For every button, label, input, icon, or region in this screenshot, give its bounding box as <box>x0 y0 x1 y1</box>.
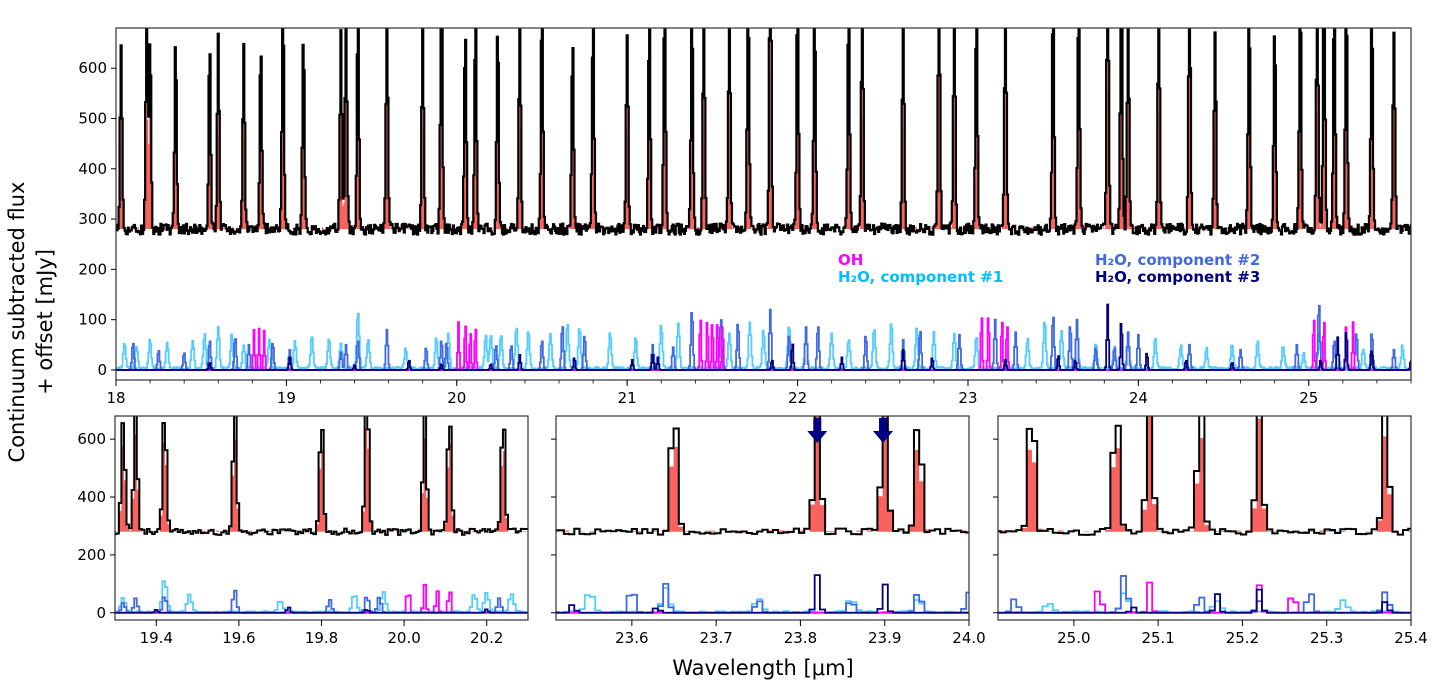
y-tick-label: 0 <box>97 361 107 379</box>
observed-spectrum-series <box>556 416 969 536</box>
y-axis-label-line1: Continuum subtracted flux <box>5 182 29 463</box>
x-tick-label: 25.2 <box>1226 629 1259 647</box>
x-tick-label: 25.3 <box>1310 629 1343 647</box>
x-tick-label: 23.9 <box>868 629 901 647</box>
model-fill-series <box>556 416 969 532</box>
h2o-component-1-series <box>998 592 1411 614</box>
y-axis-label-line2: + offset [mJy] <box>33 249 57 395</box>
x-tick-label: 23.6 <box>615 629 648 647</box>
panel-frame <box>555 415 970 621</box>
panel-frame <box>997 415 1412 621</box>
y-tick-label: 0 <box>96 604 106 622</box>
y-tick-label: 200 <box>77 546 106 564</box>
h2o-component-3-series <box>115 606 528 614</box>
y-tick-label: 400 <box>77 488 106 506</box>
x-tick-label: 19.4 <box>140 629 173 647</box>
x-tick-label: 23.7 <box>699 629 732 647</box>
h2o-component-3-series <box>556 574 969 614</box>
x-tick-label: 23 <box>958 389 977 407</box>
x-tick-label: 19 <box>277 389 296 407</box>
x-tick-label: 25 <box>1299 389 1318 407</box>
y-tick-label: 600 <box>78 59 107 77</box>
x-tick-label: 20.2 <box>470 629 503 647</box>
observed-spectrum-series <box>998 416 1411 536</box>
x-tick-label: 25.0 <box>1057 629 1090 647</box>
x-tick-label: 25.1 <box>1141 629 1174 647</box>
x-axis-label: Wavelength [μm] <box>672 656 853 680</box>
observed-spectrum-series <box>116 28 1411 236</box>
plot-area <box>116 28 1411 371</box>
oh-series <box>115 583 528 614</box>
h2o-component-3-series <box>998 588 1411 614</box>
x-tick-label: 21 <box>618 389 637 407</box>
model-fill-series <box>998 416 1411 532</box>
x-tick-label: 22 <box>788 389 807 407</box>
y-tick-label: 400 <box>78 160 107 178</box>
x-tick-label: 25.4 <box>1394 629 1427 647</box>
legend-h2o-component-1: H₂O, component #1 <box>838 268 1003 286</box>
x-tick-label: 24.0 <box>952 629 985 647</box>
h2o-component-1-series <box>115 580 528 614</box>
arrow-down-icon <box>807 418 828 443</box>
x-tick-label: 24 <box>1129 389 1148 407</box>
y-tick-label: 200 <box>78 260 107 278</box>
y-tick-label: 600 <box>77 430 106 448</box>
h2o-component-2-series <box>556 582 969 614</box>
x-tick-label: 23.8 <box>784 629 817 647</box>
x-tick-label: 19.8 <box>305 629 338 647</box>
top-panel: 0 100 200 300 400 500 600 18 19 20 21 22 23 24 25 <box>78 27 1412 407</box>
x-tick-label: 19.6 <box>222 629 255 647</box>
model-fill-series <box>115 428 528 532</box>
legend-h2o-component-2: H₂O, component #2 <box>1095 251 1260 269</box>
observed-spectrum-series <box>115 416 528 536</box>
plot-area <box>556 416 969 614</box>
h2o-component-1-series <box>116 312 1411 371</box>
h2o-component-3-series <box>116 303 1411 371</box>
h2o-component-2-series <box>998 575 1411 614</box>
legend-oh: OH <box>838 251 863 269</box>
y-tick-label: 500 <box>78 110 107 128</box>
plot-area <box>998 416 1411 614</box>
x-tick-label: 20.0 <box>387 629 420 647</box>
bottom-right-panel: 25.0 25.1 25.2 25.3 25.4 <box>993 415 1428 647</box>
oh-series <box>998 581 1411 614</box>
plot-area <box>115 416 528 614</box>
bottom-middle-panel: 23.6 23.7 23.8 23.9 24.0 <box>551 415 986 647</box>
x-tick-label: 18 <box>106 389 125 407</box>
x-tick-label: 20 <box>447 389 466 407</box>
arrow-down-icon <box>873 418 894 443</box>
legend-h2o-component-3: H₂O, component #3 <box>1095 268 1260 286</box>
y-tick-label: 100 <box>78 311 107 329</box>
bottom-left-panel: 0 200 400 600 19.4 19.6 19.8 20.0 20.2 <box>77 415 529 647</box>
h2o-component-2-series <box>115 589 528 614</box>
y-tick-label: 300 <box>78 210 107 228</box>
